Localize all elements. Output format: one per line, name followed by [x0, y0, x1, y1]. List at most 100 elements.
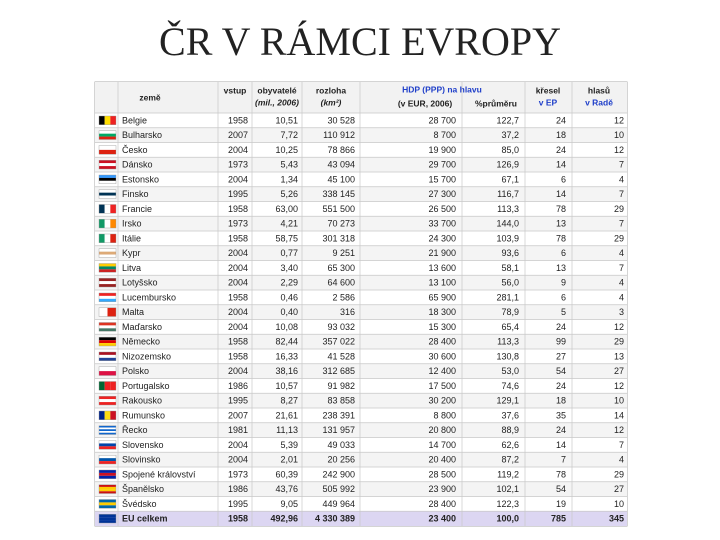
flag-border	[98, 381, 117, 391]
flag-stripe	[99, 432, 116, 435]
cell: Lotyšsko	[122, 278, 158, 288]
flag-stripe	[99, 295, 116, 299]
cell: 505 992	[322, 484, 355, 494]
cell: Irsko	[122, 219, 142, 229]
flag-stripe	[99, 517, 116, 521]
row-bg	[95, 275, 627, 290]
cell: 30 600	[428, 351, 456, 361]
cell: 24	[556, 322, 566, 332]
cell: 26 500	[428, 204, 456, 214]
row-bg	[95, 408, 627, 423]
cell: 56,0	[501, 278, 519, 288]
cell: 29 700	[428, 160, 456, 170]
cell: 21,61	[275, 410, 298, 420]
flag-border	[98, 322, 117, 332]
cell: 1995	[228, 396, 248, 406]
flag-stripe	[99, 219, 105, 228]
cell: Nizozemsko	[122, 351, 171, 361]
cell: 242 900	[322, 469, 355, 479]
row-bg	[95, 201, 627, 217]
cell: Slovinsko	[122, 455, 161, 465]
cell: 54	[556, 366, 566, 376]
cell: 103,9	[496, 233, 519, 243]
flag-border	[98, 484, 117, 494]
cell: 27 300	[428, 189, 456, 199]
cell: 12	[614, 425, 624, 435]
cell: 93 032	[327, 322, 355, 332]
header-cell: rozloha	[316, 85, 346, 95]
cell: 24	[556, 115, 566, 125]
cell: 78	[556, 233, 566, 243]
cell: 67,1	[501, 174, 519, 184]
cell: 41 528	[327, 351, 355, 361]
flag-stripe	[99, 116, 105, 125]
cell: 13	[556, 219, 566, 229]
cell: 15 700	[428, 174, 456, 184]
flag-border	[98, 410, 117, 420]
flag-border	[98, 248, 117, 258]
cell: 14	[614, 410, 624, 420]
cell: 6	[561, 292, 566, 302]
cell: 1986	[228, 381, 248, 391]
cell: 30 200	[428, 396, 456, 406]
cell: 10,08	[275, 322, 298, 332]
cell: Dánsko	[122, 160, 153, 170]
cell: 449 964	[322, 499, 355, 509]
cell: 2007	[228, 410, 248, 420]
flag-stripe	[99, 366, 116, 372]
cell: 8 800	[433, 410, 456, 420]
row-bg	[95, 378, 627, 394]
cell: 18 300	[428, 307, 456, 317]
cell: 93,6	[501, 248, 519, 258]
cell: 2004	[228, 455, 248, 465]
cell: 1973	[228, 160, 248, 170]
cell: 91 982	[327, 381, 355, 391]
cell: 4	[619, 248, 624, 258]
flag-stripe	[99, 505, 116, 509]
cell: 5,43	[280, 160, 298, 170]
cell: 1958	[228, 115, 248, 125]
flag-border	[98, 455, 117, 465]
cell: 3,40	[280, 263, 298, 273]
flag-stripe	[99, 325, 116, 329]
cell: 0,40	[280, 307, 298, 317]
cell: Slovensko	[122, 440, 164, 450]
cell: Česko	[122, 145, 148, 155]
cell: 12	[614, 115, 624, 125]
flag-stripe	[99, 475, 116, 479]
flag-stripe	[99, 281, 116, 285]
flag-stripe	[99, 133, 116, 137]
flag-stripe	[99, 440, 116, 444]
cell: 13	[614, 351, 624, 361]
cell: 8,27	[280, 396, 298, 406]
flag-stripe	[104, 411, 111, 420]
flag-stripe	[99, 357, 116, 361]
header-cell: (km²)	[321, 97, 342, 107]
cell: 65,4	[501, 322, 519, 332]
cell: Litva	[122, 263, 141, 273]
cell: 100,0	[496, 514, 519, 524]
row-bg	[95, 481, 627, 497]
cell: 10,25	[275, 145, 298, 155]
flag-stripe	[110, 116, 116, 125]
cell: 14 700	[428, 440, 456, 450]
cell: 8 700	[433, 130, 456, 140]
flag-stripe	[99, 425, 116, 428]
row-bg	[95, 496, 627, 512]
cell: 28 400	[428, 337, 456, 347]
row-bg	[95, 467, 627, 482]
cell: 45 100	[327, 174, 355, 184]
flag-stripe	[99, 491, 116, 494]
cell: Rumunsko	[122, 410, 165, 420]
flag-stripe	[99, 499, 116, 503]
cell: 5	[561, 307, 566, 317]
flag-stripe	[99, 130, 116, 134]
cell: 5,39	[280, 440, 298, 450]
flag-stripe	[99, 307, 108, 317]
cell: 116,7	[497, 189, 519, 199]
flag-stripe	[99, 381, 105, 391]
cell: 30 528	[327, 115, 355, 125]
cell: 24	[556, 425, 566, 435]
